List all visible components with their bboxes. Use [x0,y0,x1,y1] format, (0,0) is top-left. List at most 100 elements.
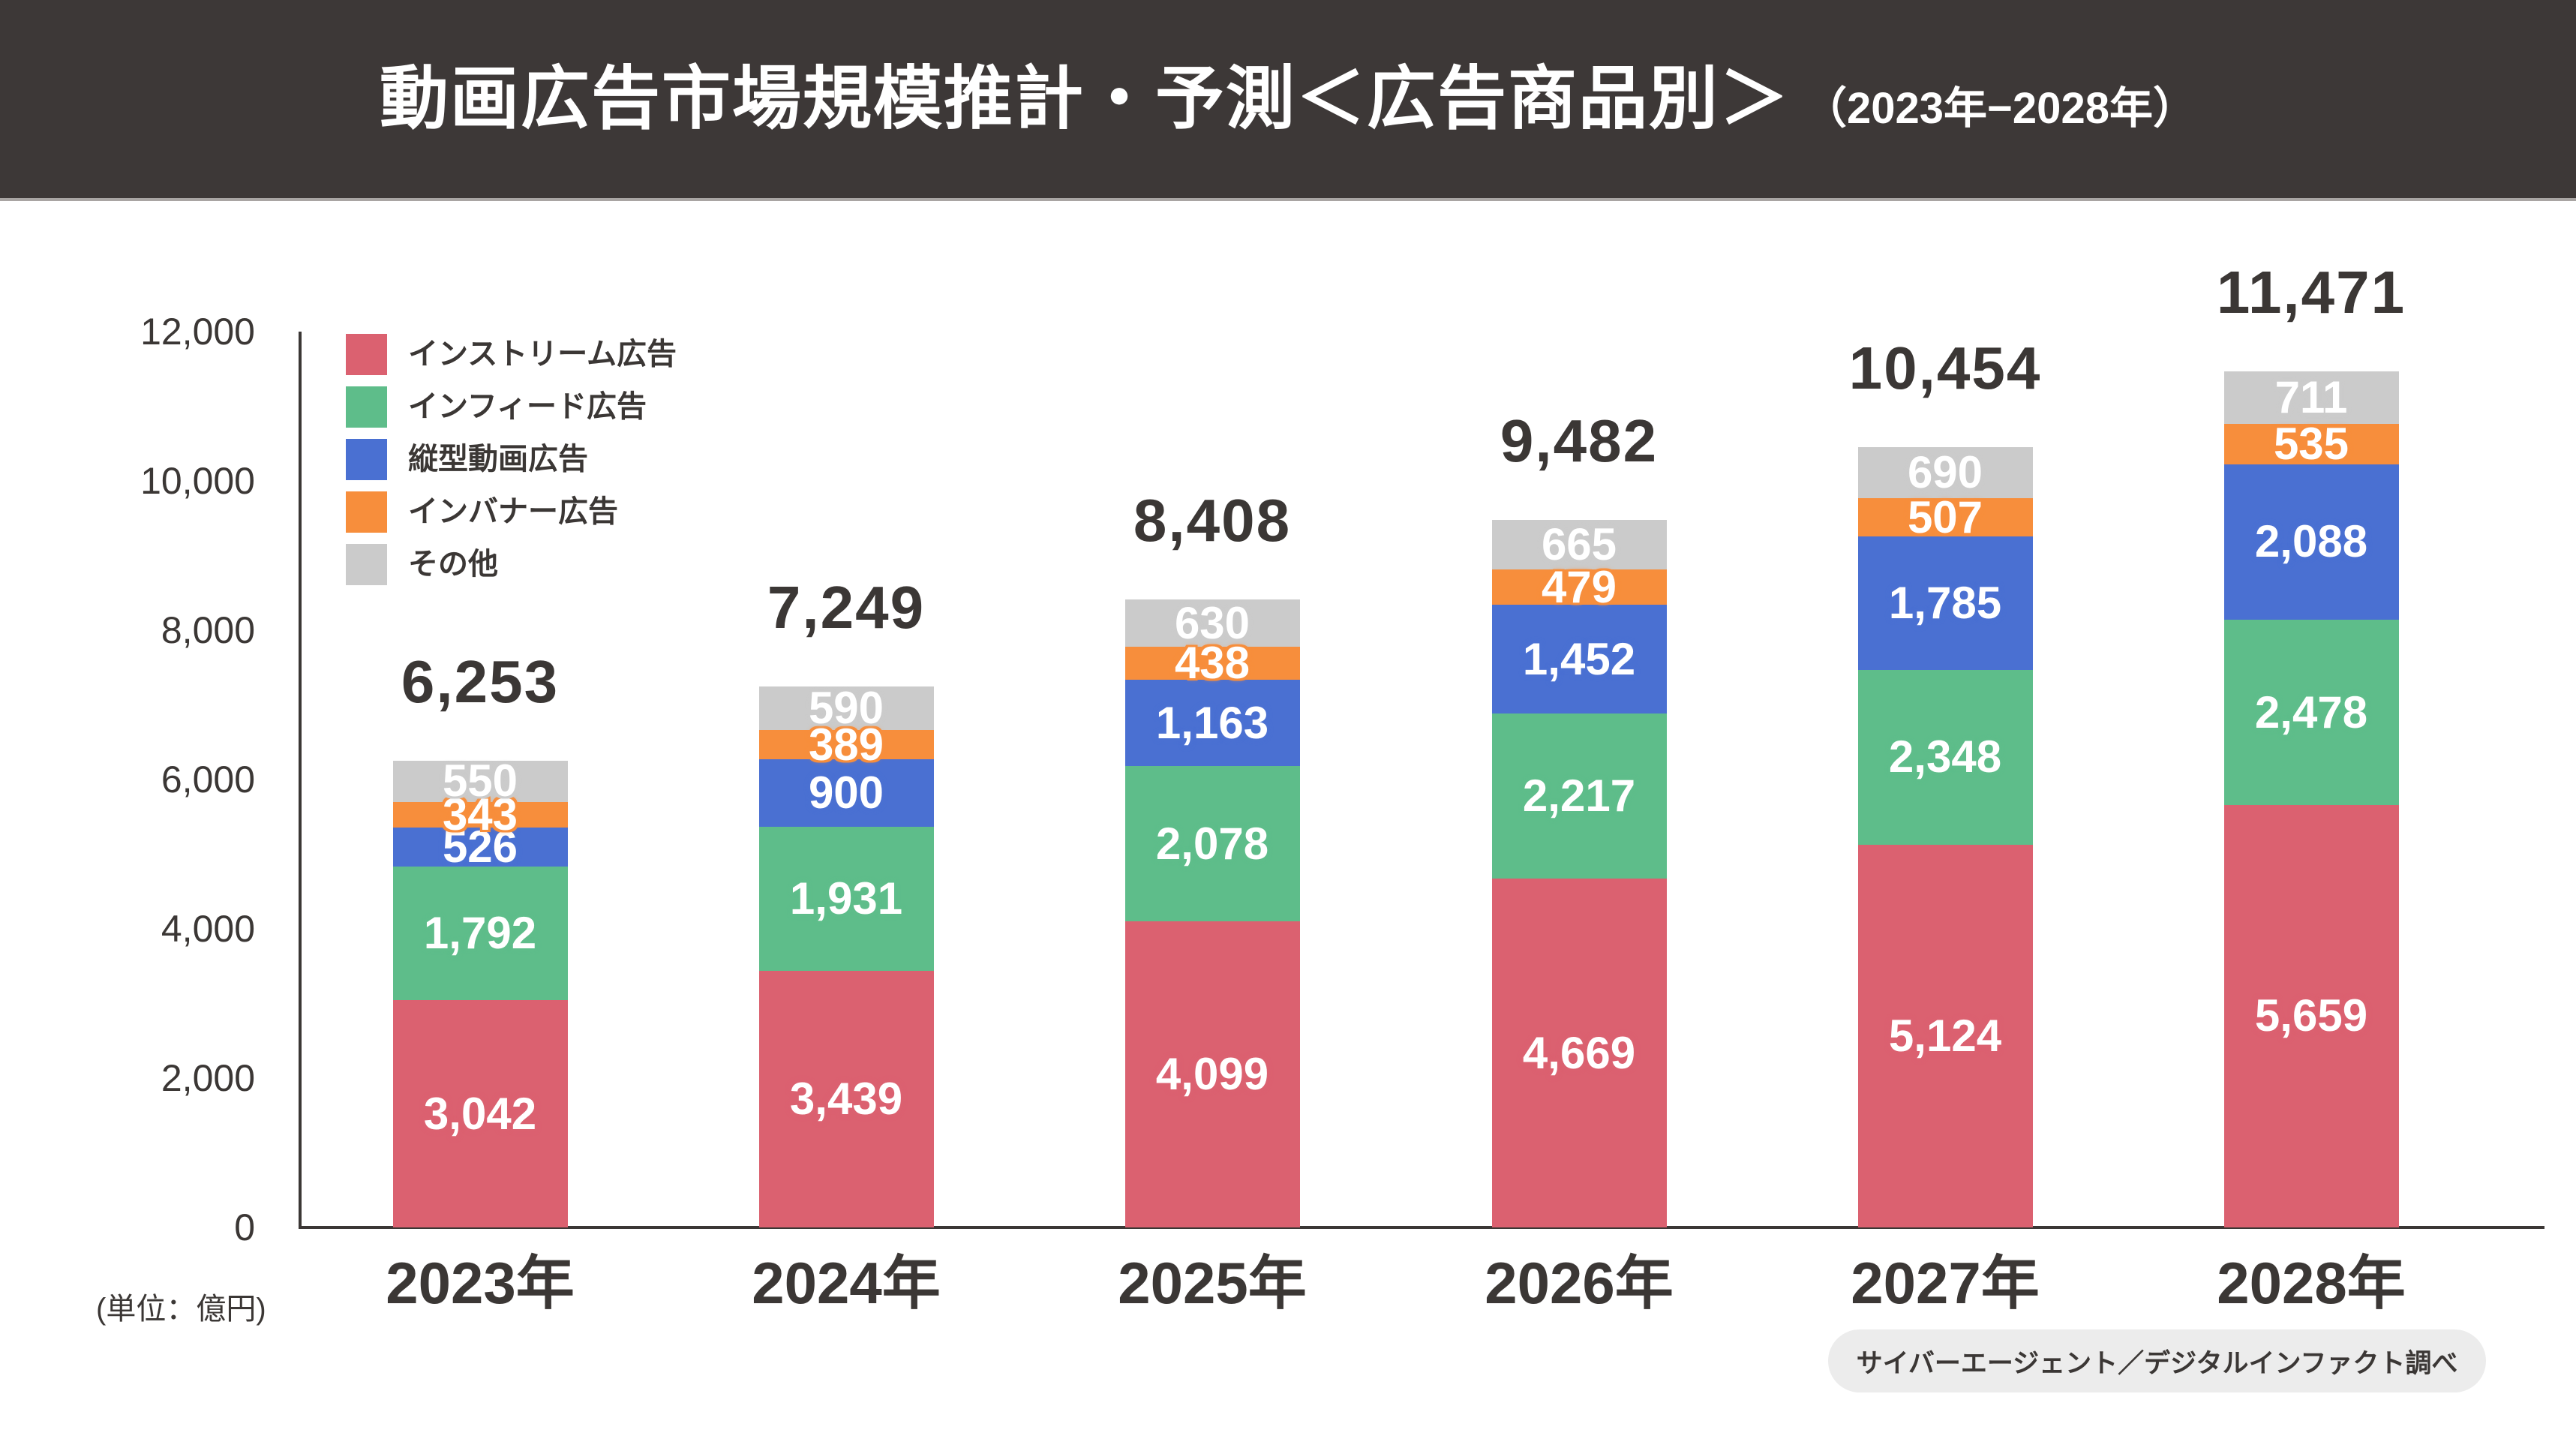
legend-swatch [346,334,387,375]
segment-value-label: 590 [808,683,884,734]
y-axis-tick-label: 6,000 [161,759,255,801]
bar-segment [1857,536,2033,670]
segment-value-label: 2,088 [2254,516,2368,567]
y-axis-tick-label: 10,000 [140,460,255,502]
legend-label: 縦型動画広告 [408,443,588,476]
bar-segment [2223,804,2399,1227]
segment-value-label: 479 [1541,561,1617,612]
x-axis-year-label: 2024年 [752,1250,941,1316]
y-axis-tick-label: 8,000 [161,609,255,651]
source-badge: サイバーエージェント／デジタルインファクト調べ [1828,1329,2486,1392]
bar-total-label: 9,482 [1500,407,1659,474]
legend-swatch [346,439,387,480]
segment-value-label: 5,124 [1888,1011,2002,1062]
y-axis-tick-label: 4,000 [161,908,255,950]
legend: インストリーム広告 インフィード広告 縦型動画広告 インバナー広告 その他 [346,334,677,596]
y-axis-tick-label: 0 [234,1206,255,1248]
x-axis-year-label: 2025年 [1118,1250,1307,1316]
y-axis-line [299,332,302,1227]
bar-segment [1857,498,2033,536]
legend-label: インストリーム広告 [408,338,677,371]
bar-segment [1857,446,2033,499]
segment-value-label: 2,217 [1522,771,1636,822]
segment-value-label: 1,452 [1522,633,1636,684]
bar-segment [392,1000,568,1227]
bar-segment [392,867,568,1001]
legend-item: インストリーム広告 [346,334,677,375]
x-axis-year-label: 2023年 [386,1250,575,1316]
segment-value-label: 711 [2274,372,2348,422]
segment-value-label: 507 [1907,491,1983,542]
bar-segment [758,826,934,971]
segment-value-label: 4,669 [1522,1027,1636,1078]
segment-value-label: 1,163 [1155,697,1269,748]
segment-value-label: 1,792 [423,908,537,959]
bar-segment [1491,519,1667,569]
bar-segment [1491,605,1667,713]
segment-value-label: 3,439 [789,1073,903,1124]
bar-total-label: 6,253 [401,647,560,715]
bar-segment [1491,879,1667,1227]
bar-segment [1124,647,1300,680]
segment-value-label: 2,078 [1155,818,1269,869]
legend-swatch [346,491,387,533]
bar-segment [392,760,568,802]
bar-segment [1491,713,1667,879]
page-title-period: （2023年−2028年） [1803,84,2196,133]
legend-item: インバナー広告 [346,491,677,533]
bar-segment [1124,921,1300,1227]
bar-segment [392,801,568,828]
header-bar: 動画広告市場規模推計・予測＜広告商品別＞ （2023年−2028年） [0,0,2576,201]
legend-label: インバナー広告 [408,495,618,528]
bar-segment [1124,679,1300,767]
x-axis-year-label: 2026年 [1485,1250,1674,1316]
legend-label: その他 [408,548,498,581]
segment-value-label: 550 [442,756,518,807]
segment-value-label: 535 [2273,418,2349,469]
segment-value-label: 343 [442,789,518,840]
segment-value-label: 438 [1174,637,1250,688]
bar-segment [2223,371,2399,425]
segment-value-label: 1,931 [789,873,903,924]
bar-segment [758,759,934,827]
bar-segment [2223,424,2399,464]
segment-value-label: 389 [808,719,884,770]
x-axis-year-label: 2027年 [1851,1250,2040,1316]
segment-value-label: 5,659 [2254,990,2368,1041]
segment-value-label: 900 [808,767,884,818]
y-axis-tick-label: 12,000 [140,311,255,353]
bar-total-label: 11,471 [2216,258,2406,326]
legend-item: インフィード広告 [346,386,677,428]
legend-swatch [346,386,387,428]
segment-value-label: 630 [1174,597,1250,648]
legend-item: 縦型動画広告 [346,439,677,480]
bar-segment [1857,669,2033,846]
segment-value-label: 3,042 [423,1088,537,1139]
bar-segment [1124,599,1300,647]
legend-item: その他 [346,544,677,585]
bar-total-label: 7,249 [767,573,926,641]
segment-value-label: 2,478 [2254,686,2368,738]
x-axis-line [299,1226,2544,1229]
segment-value-label: 2,348 [1888,732,2002,783]
bar-segment [1491,569,1667,605]
segment-value-label: 1,785 [1888,577,2002,628]
legend-swatch [346,544,387,585]
bar-segment [758,970,934,1227]
unit-label: (単位：億円) [96,1293,266,1326]
bar-total-label: 10,454 [1848,334,2042,401]
segment-value-label: 4,099 [1155,1049,1269,1100]
segment-value-label: 690 [1907,447,1983,498]
legend-label: インフィード広告 [408,390,647,423]
bar-segment [392,827,568,867]
bar-segment [758,730,934,760]
y-axis-tick-label: 2,000 [161,1057,255,1099]
segment-value-label: 526 [442,821,518,872]
page-title: 動画広告市場規模推計・予測＜広告商品別＞ [380,61,1791,137]
bar-segment [758,686,934,731]
bar-segment [1857,845,2033,1227]
bar-segment [1124,766,1300,922]
x-axis-year-label: 2028年 [2217,1250,2406,1316]
bar-segment [2223,620,2399,805]
